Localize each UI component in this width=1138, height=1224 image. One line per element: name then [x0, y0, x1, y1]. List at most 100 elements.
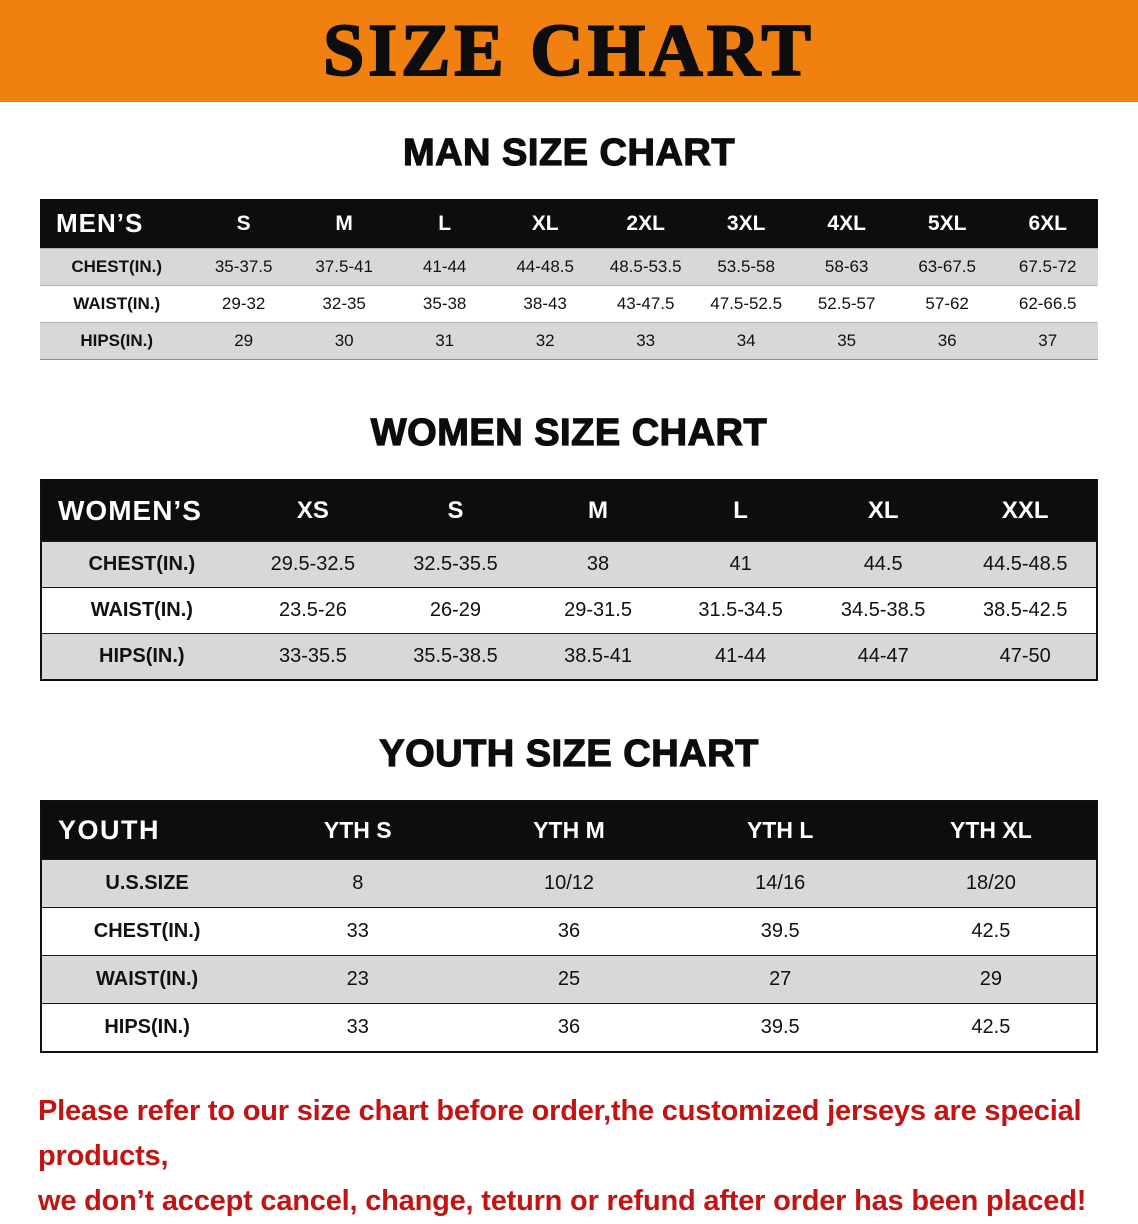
- women-cell-hips-in-xs: 33-35.5: [241, 633, 385, 680]
- women-cell-chest-in-xl: 44.5: [811, 541, 955, 588]
- youth-cell-u-s-size-yth-xl: 18/20: [885, 859, 1097, 908]
- men-cell-waist-in-4xl: 52.5-57: [796, 285, 897, 323]
- women-col-s: S: [384, 480, 527, 542]
- men-size-table: MEN’S S M L XL 2XL 3XL 4XL 5XL 6XL CHEST(IN.) 35-37…: [40, 199, 1098, 360]
- men-col-xl: XL: [494, 199, 596, 249]
- men-cell-hips-in-4xl: 35: [796, 322, 897, 360]
- women-row-waist-in: WAIST(IN.) 23.5-26 26-29 29-31.5 31.5-34.5 34…: [41, 587, 1097, 634]
- men-cell-chest-in-5xl: 63-67.5: [896, 248, 998, 286]
- banner: SIZE CHART: [0, 0, 1138, 102]
- youth-cell-chest-in-yth-m: 36: [463, 907, 675, 956]
- note-line-1: Please refer to our size chart before or…: [38, 1095, 1082, 1172]
- women-col-xl: XL: [811, 480, 955, 542]
- youth-cell-waist-in-yth-l: 27: [674, 955, 886, 1004]
- men-section-heading: MAN SIZE CHART: [402, 131, 736, 174]
- men-cell-hips-in-2xl: 33: [595, 322, 696, 360]
- disclaimer-note: Please refer to our size chart before or…: [38, 1089, 1100, 1224]
- men-col-5xl: 5XL: [896, 199, 998, 249]
- women-cell-waist-in-xs: 23.5-26: [241, 587, 385, 634]
- men-col-6xl: 6XL: [997, 199, 1098, 249]
- men-row-hips-in: HIPS(IN.) 29 30 31 32 33 34 35 36 37: [40, 322, 1098, 360]
- youth-cell-chest-in-yth-s: 33: [252, 907, 464, 956]
- youth-cell-u-s-size-yth-s: 8: [252, 859, 464, 908]
- youth-cell-hips-in-yth-l: 39.5: [674, 1003, 886, 1052]
- women-cell-waist-in-xxl: 38.5-42.5: [954, 587, 1097, 634]
- youth-col-yth-xl: YTH XL: [885, 801, 1097, 860]
- women-section-heading: WOMEN SIZE CHART: [370, 411, 768, 454]
- women-col-m: M: [526, 480, 670, 542]
- youth-section-heading: YOUTH SIZE CHART: [379, 732, 759, 775]
- women-size-section: WOMEN SIZE CHART WOMEN’S XS S M L XL XXL CHEST(I…: [0, 411, 1138, 681]
- youth-header-row: YOUTH YTH S YTH M YTH L YTH XL: [41, 801, 1097, 860]
- men-cell-waist-in-6xl: 62-66.5: [997, 285, 1098, 323]
- men-cell-hips-in-l: 31: [394, 322, 495, 360]
- youth-cell-hips-in-yth-xl: 42.5: [885, 1003, 1097, 1052]
- women-cell-hips-in-xxl: 47-50: [954, 633, 1097, 680]
- men-row-label-hips-in: HIPS(IN.): [40, 322, 194, 360]
- women-cell-hips-in-m: 38.5-41: [526, 633, 670, 680]
- women-cell-chest-in-m: 38: [526, 541, 670, 588]
- men-cell-waist-in-s: 29-32: [193, 285, 294, 323]
- women-row-label-hips-in: HIPS(IN.): [41, 633, 242, 680]
- youth-row-label-waist-in: WAIST(IN.): [41, 955, 253, 1004]
- women-cell-chest-in-xs: 29.5-32.5: [241, 541, 385, 588]
- women-header-row: WOMEN’S XS S M L XL XXL: [41, 480, 1097, 542]
- men-cell-chest-in-s: 35-37.5: [193, 248, 294, 286]
- men-cell-waist-in-2xl: 43-47.5: [595, 285, 696, 323]
- youth-row-waist-in: WAIST(IN.) 23 25 27 29: [41, 955, 1097, 1004]
- youth-row-chest-in: CHEST(IN.) 33 36 39.5 42.5: [41, 907, 1097, 956]
- men-row-waist-in: WAIST(IN.) 29-32 32-35 35-38 38-43 43-47.5 47.…: [40, 285, 1098, 323]
- men-col-2xl: 2XL: [595, 199, 696, 249]
- men-cell-waist-in-l: 35-38: [394, 285, 495, 323]
- youth-size-table: YOUTH YTH S YTH M YTH L YTH XL U.S.SIZE 8 10/12…: [40, 800, 1098, 1053]
- women-row-label-waist-in: WAIST(IN.): [41, 587, 242, 634]
- women-row-chest-in: CHEST(IN.) 29.5-32.5 32.5-35.5 38 41 44.5 44.5…: [41, 541, 1097, 588]
- men-cell-chest-in-l: 41-44: [394, 248, 495, 286]
- men-cell-waist-in-5xl: 57-62: [896, 285, 998, 323]
- women-row-label-chest-in: CHEST(IN.): [41, 541, 242, 588]
- women-col-xs: XS: [241, 480, 385, 542]
- women-cell-chest-in-s: 32.5-35.5: [384, 541, 527, 588]
- men-cell-chest-in-2xl: 48.5-53.5: [595, 248, 696, 286]
- women-cell-waist-in-m: 29-31.5: [526, 587, 670, 634]
- page-title: SIZE CHART: [322, 10, 815, 92]
- women-cell-waist-in-s: 26-29: [384, 587, 527, 634]
- men-col-4xl: 4XL: [796, 199, 897, 249]
- women-col-xxl: XXL: [954, 480, 1097, 542]
- youth-row-label-hips-in: HIPS(IN.): [41, 1003, 253, 1052]
- note-line-2: we don’t accept cancel, change, teturn o…: [38, 1184, 1087, 1217]
- women-row-hips-in: HIPS(IN.) 33-35.5 35.5-38.5 38.5-41 41-44 44-…: [41, 633, 1097, 680]
- youth-cell-chest-in-yth-l: 39.5: [674, 907, 886, 956]
- women-cell-waist-in-xl: 34.5-38.5: [811, 587, 955, 634]
- men-cell-chest-in-xl: 44-48.5: [494, 248, 596, 286]
- women-cell-chest-in-xxl: 44.5-48.5: [954, 541, 1097, 588]
- men-cell-waist-in-xl: 38-43: [494, 285, 596, 323]
- men-cell-chest-in-3xl: 53.5-58: [695, 248, 797, 286]
- men-row-chest-in: CHEST(IN.) 35-37.5 37.5-41 41-44 44-48.5 48.5…: [40, 248, 1098, 286]
- men-cell-chest-in-6xl: 67.5-72: [997, 248, 1098, 286]
- men-corner-label: MEN’S: [40, 199, 194, 249]
- youth-cell-waist-in-yth-m: 25: [463, 955, 675, 1004]
- men-row-label-chest-in: CHEST(IN.): [40, 248, 194, 286]
- men-cell-chest-in-m: 37.5-41: [293, 248, 395, 286]
- men-cell-hips-in-3xl: 34: [695, 322, 797, 360]
- women-corner-label: WOMEN’S: [41, 480, 242, 542]
- men-row-label-waist-in: WAIST(IN.): [40, 285, 194, 323]
- men-size-section: MAN SIZE CHART MEN’S S M L XL 2XL 3XL 4XL 5XL 6XL C…: [0, 131, 1138, 360]
- men-cell-hips-in-xl: 32: [494, 322, 596, 360]
- youth-row-label-chest-in: CHEST(IN.): [41, 907, 253, 956]
- youth-col-yth-s: YTH S: [252, 801, 464, 860]
- youth-corner-label: YOUTH: [41, 801, 253, 860]
- youth-cell-u-s-size-yth-m: 10/12: [463, 859, 675, 908]
- women-cell-hips-in-xl: 44-47: [811, 633, 955, 680]
- youth-cell-hips-in-yth-m: 36: [463, 1003, 675, 1052]
- youth-row-label-u-s-size: U.S.SIZE: [41, 859, 253, 908]
- men-cell-waist-in-m: 32-35: [293, 285, 395, 323]
- men-header-row: MEN’S S M L XL 2XL 3XL 4XL 5XL 6XL: [40, 199, 1098, 249]
- men-col-l: L: [394, 199, 495, 249]
- youth-col-yth-m: YTH M: [463, 801, 675, 860]
- youth-col-yth-l: YTH L: [674, 801, 886, 860]
- women-cell-hips-in-l: 41-44: [669, 633, 812, 680]
- women-cell-waist-in-l: 31.5-34.5: [669, 587, 812, 634]
- youth-row-u-s-size: U.S.SIZE 8 10/12 14/16 18/20: [41, 859, 1097, 908]
